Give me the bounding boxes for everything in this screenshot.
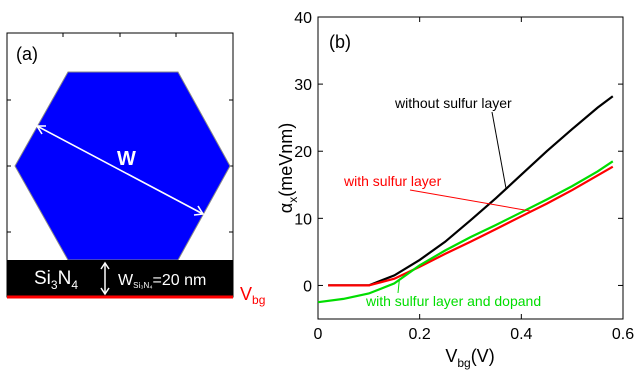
x-tick-label: 0.6 bbox=[612, 326, 634, 343]
x-tick-label: 0 bbox=[314, 326, 323, 343]
width-label: W bbox=[117, 148, 136, 170]
chart-panel-b: (b) 0 0.2 0.4 0.6 0 10 20 30 40 without sulfur l… bbox=[276, 10, 634, 370]
annotation-label-1: without sulfur layer bbox=[394, 95, 512, 111]
annotation-leader-2 bbox=[410, 190, 532, 211]
annotation-label-2: with sulfur layer bbox=[343, 173, 442, 189]
thickness-label: WSi₃N₄=20 nm bbox=[118, 272, 206, 290]
x-tick-label: 0.4 bbox=[510, 326, 532, 343]
y-tick-label: 30 bbox=[294, 77, 312, 94]
annotations: without sulfur layer with sulfur layer wit… bbox=[343, 95, 541, 309]
panel-a: (a) W Si3N4 WSi₃N₄=20 nm Vbg bbox=[7, 33, 265, 307]
y-tick-label: 0 bbox=[303, 278, 312, 295]
x-tick-label: 0.2 bbox=[409, 326, 431, 343]
annotation-leader-1 bbox=[492, 112, 506, 189]
y-tick-label: 20 bbox=[294, 144, 312, 161]
x-axis-label: Vbg(V) bbox=[445, 346, 494, 370]
gate-label: Vbg bbox=[240, 284, 265, 307]
y-tick-label: 10 bbox=[294, 211, 312, 228]
annotation-label-3: with sulfur layer and dopand bbox=[365, 293, 541, 309]
y-tick-label: 40 bbox=[294, 10, 312, 27]
panel-b-label: (b) bbox=[329, 32, 351, 52]
panel-a-label: (a) bbox=[16, 44, 38, 64]
chart-frame bbox=[318, 17, 623, 319]
y-axis-label: αx(meVnm) bbox=[276, 123, 300, 213]
